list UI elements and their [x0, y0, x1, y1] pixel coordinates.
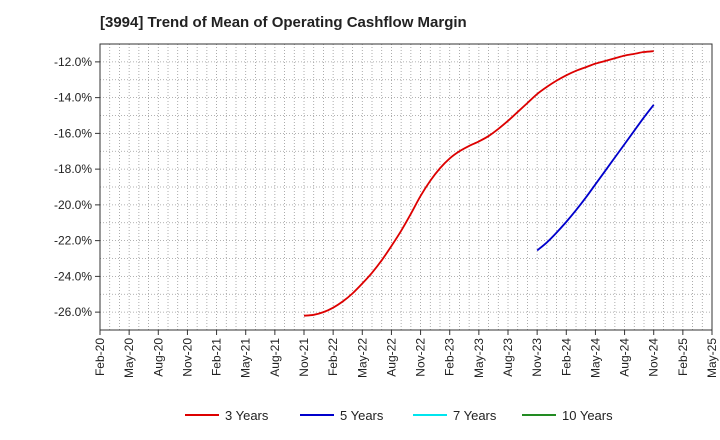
x-tick-label: Nov-24 — [647, 338, 661, 377]
x-tick-label: Aug-21 — [268, 338, 282, 377]
series-line-3-years — [303, 50, 654, 317]
y-tick-label: -16.0% — [54, 126, 92, 140]
x-tick-label: Feb-23 — [443, 338, 457, 376]
x-tick-label: Feb-20 — [93, 338, 107, 376]
x-tick-label: Feb-22 — [326, 338, 340, 376]
y-tick-label: -12.0% — [54, 55, 92, 69]
x-tick-label: May-20 — [122, 338, 136, 378]
x-tick-label: Nov-23 — [530, 338, 544, 377]
legend-label-3-years: 3 Years — [225, 408, 269, 423]
x-tick-label: May-22 — [355, 338, 369, 378]
series-layer — [303, 50, 655, 317]
x-tick-label: Nov-21 — [297, 338, 311, 377]
series-line-5-years — [536, 104, 655, 252]
x-tick-label: Feb-25 — [676, 338, 690, 376]
x-tick-label: May-23 — [472, 338, 486, 378]
x-tick-label: Feb-21 — [210, 338, 224, 376]
legend: 3 Years 5 Years 7 Years 10 Years — [185, 408, 613, 423]
x-tick-label: Nov-22 — [414, 338, 428, 377]
plot-frame — [99, 43, 713, 331]
x-tick-label: Aug-20 — [151, 338, 165, 377]
legend-label-7-years: 7 Years — [453, 408, 497, 423]
grid — [99, 43, 713, 331]
x-tick-label: Aug-23 — [501, 338, 515, 377]
y-tick-label: -18.0% — [54, 162, 92, 176]
x-tick-label: Aug-22 — [384, 338, 398, 377]
x-tick-label: May-21 — [239, 338, 253, 378]
y-tick-label: -26.0% — [54, 305, 92, 319]
y-tick-label: -24.0% — [54, 269, 92, 283]
x-tick-label: Aug-24 — [618, 338, 632, 377]
x-tick-label: May-25 — [705, 338, 719, 378]
y-tick-label: -20.0% — [54, 198, 92, 212]
axes: -12.0% -14.0% -16.0% -18.0% -20.0% -22.0% -24.… — [54, 43, 719, 378]
y-tick-label: -22.0% — [54, 234, 92, 248]
legend-label-5-years: 5 Years — [340, 408, 384, 423]
y-tick-label: -14.0% — [54, 91, 92, 105]
legend-label-10-years: 10 Years — [562, 408, 613, 423]
x-tick-label: May-24 — [588, 338, 602, 378]
chart-title: [3994] Trend of Mean of Operating Cashfl… — [100, 14, 467, 31]
x-tick-label: Nov-20 — [180, 338, 194, 377]
x-tick-label: Feb-24 — [559, 338, 573, 376]
